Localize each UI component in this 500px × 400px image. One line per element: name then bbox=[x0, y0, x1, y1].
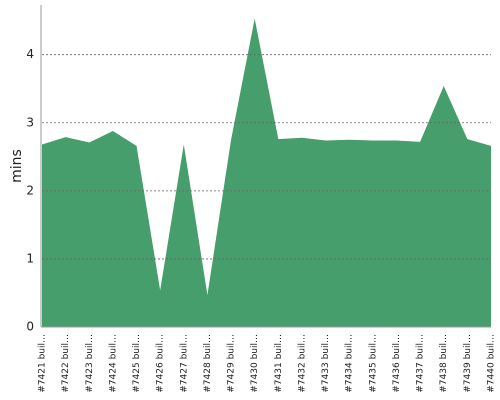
y-tick-label: 2 bbox=[26, 183, 34, 197]
area bbox=[42, 18, 491, 327]
y-tick-label: 1 bbox=[26, 251, 34, 265]
x-tick-label: #7424 buil… bbox=[108, 334, 118, 393]
y-tick-label: 4 bbox=[26, 47, 34, 61]
x-tick-label: #7423 buil… bbox=[85, 334, 95, 393]
x-tick-label: #7437 buil… bbox=[416, 334, 426, 393]
x-tick-label: #7432 buil… bbox=[297, 334, 307, 393]
x-tick-label: #7421 buil… bbox=[38, 334, 48, 393]
x-tick-label: #7435 buil… bbox=[368, 334, 378, 393]
x-tick-label: #7433 buil… bbox=[321, 334, 331, 393]
x-tick-label: #7438 buil… bbox=[439, 334, 449, 393]
x-tick-label: #7440 buil… bbox=[487, 334, 497, 393]
x-tick-label: #7429 buil… bbox=[227, 334, 237, 393]
x-tick-label: #7428 buil… bbox=[203, 334, 213, 393]
y-tick-label: 3 bbox=[26, 115, 34, 129]
x-tick-label: #7431 buil… bbox=[274, 334, 284, 393]
x-tick-label: #7430 buil… bbox=[250, 334, 260, 393]
y-axis-label: mins bbox=[9, 149, 25, 183]
x-tick-label: #7426 buil… bbox=[156, 334, 166, 393]
x-tick-label: #7422 buil… bbox=[61, 334, 71, 393]
x-tick-label: #7436 buil… bbox=[392, 334, 402, 393]
x-tick-label: #7425 buil… bbox=[132, 334, 142, 393]
y-tick-label: 0 bbox=[26, 320, 34, 334]
x-tick-label: #7427 buil… bbox=[179, 334, 189, 393]
x-tick-label: #7439 buil… bbox=[463, 334, 473, 393]
x-tick-label: #7434 buil… bbox=[345, 334, 355, 393]
